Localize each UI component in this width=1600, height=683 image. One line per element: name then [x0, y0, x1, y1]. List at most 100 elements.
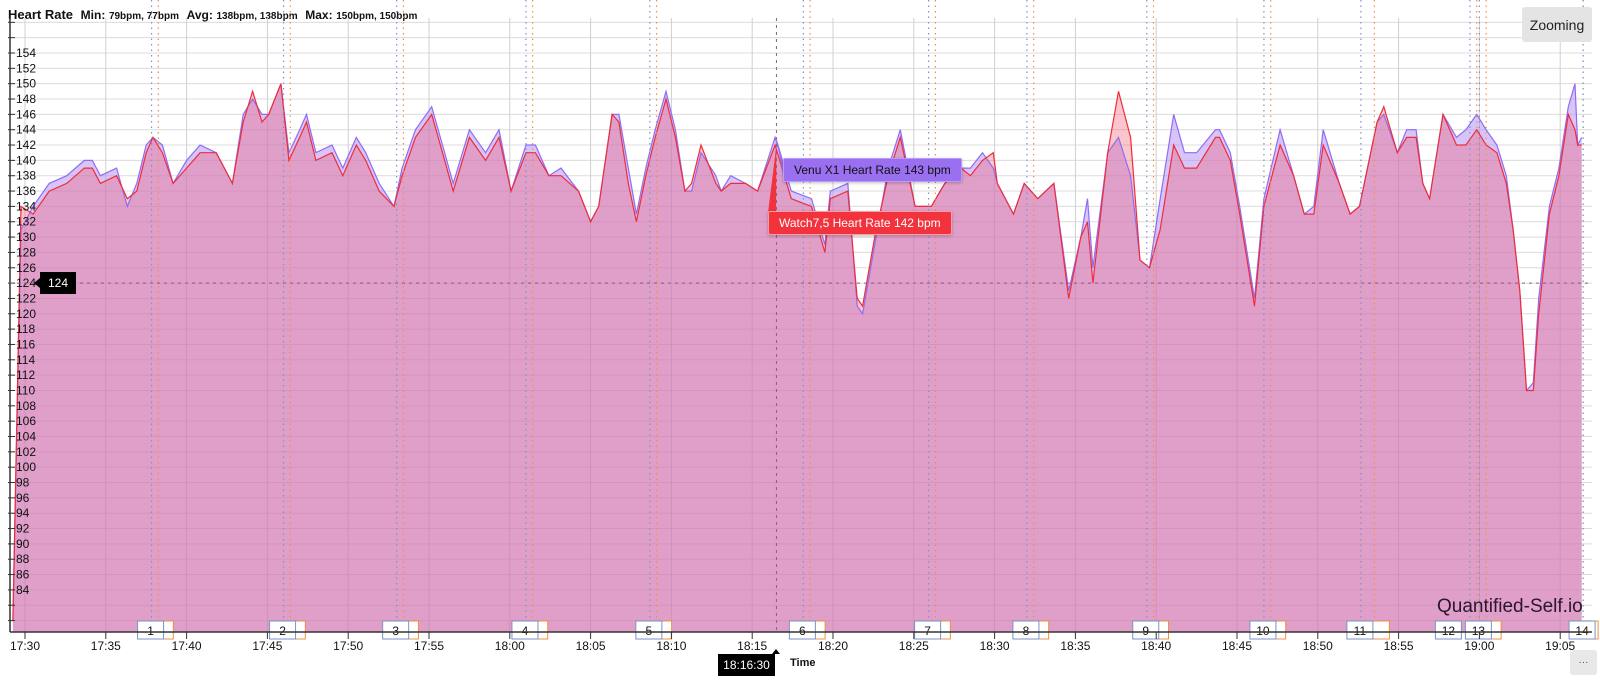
crosshair — [10, 18, 1592, 632]
lap-markers: 1 2 3 4 5 6 7 8 9 10 11 12 13 14 — [137, 0, 1599, 640]
x-tick-label: 18:15 — [737, 639, 767, 653]
tooltip-watch-pointer — [768, 145, 777, 213]
lap-label: 11 — [1354, 624, 1367, 638]
lap-box — [1464, 620, 1492, 640]
y-tick-label: 126 — [16, 261, 36, 275]
series-areas — [12, 83, 1583, 632]
more-options-button[interactable]: ··· — [1570, 650, 1597, 675]
max-label: Max: — [305, 8, 333, 22]
crosshair-x-label: 18:16:30 — [718, 649, 780, 676]
x-tick-label: 19:05 — [1545, 639, 1575, 653]
lap-label: 3 — [392, 624, 399, 638]
max-value: 150bpm, 150bpm — [336, 11, 418, 22]
y-tick-label: 138 — [16, 169, 36, 183]
y-tick-label: 148 — [16, 92, 36, 106]
x-tick-label: 17:30 — [10, 639, 40, 653]
lap-box — [1132, 620, 1160, 640]
y-tick-label: 108 — [16, 399, 36, 413]
tooltip-watch: Watch7,5 Heart Rate 142 bpm — [768, 211, 952, 235]
lap-label: 9 — [1142, 624, 1149, 638]
lap-box — [1012, 620, 1040, 640]
x-tick-label: 18:00 — [495, 639, 525, 653]
y-tick-label: 102 — [16, 445, 36, 459]
lap-box — [788, 620, 816, 640]
x-tick-label: 18:40 — [1141, 639, 1171, 653]
y-tick-label: 92 — [16, 522, 30, 536]
y-tick-label: 86 — [16, 568, 30, 582]
y-tick-label: 118 — [16, 322, 35, 336]
lap-box — [1249, 620, 1277, 640]
y-tick-label: 98 — [16, 476, 30, 490]
y-tick-label: 120 — [16, 307, 36, 321]
x-tick-label: 18:20 — [818, 639, 848, 653]
x-tick-label: 17:45 — [252, 639, 282, 653]
chart-header: Heart Rate Min: 79bpm, 77bpm Avg: 138bpm… — [8, 7, 417, 22]
y-tick-label: 104 — [16, 430, 36, 444]
y-tick-label: 132 — [16, 215, 36, 229]
lap-box — [1346, 620, 1374, 640]
series-line-watch — [12, 83, 1582, 621]
lap-label: 7 — [924, 624, 931, 638]
tooltip-venu-pointer — [776, 137, 783, 176]
y-tick-label: 136 — [16, 184, 36, 198]
lap-box — [635, 620, 663, 640]
y-tick-label: 128 — [16, 245, 36, 259]
y-tick-label: 90 — [16, 537, 30, 551]
lap-label: 2 — [279, 624, 286, 638]
watermark-logo: Quantified-Self.io — [1437, 596, 1583, 617]
y-tick-label: 140 — [16, 153, 36, 167]
x-tick-label: 18:55 — [1384, 639, 1414, 653]
x-tick-label: 17:40 — [172, 639, 202, 653]
x-tick-label: 18:50 — [1303, 639, 1333, 653]
lap-box — [269, 620, 297, 640]
x-tick-label: 17:55 — [414, 639, 444, 653]
y-tick-label: 116 — [16, 337, 35, 351]
x-tick-label: 18:05 — [576, 639, 606, 653]
y-tick-label: 112 — [16, 368, 35, 382]
x-tick-label: 18:25 — [899, 639, 929, 653]
lap-label: 10 — [1256, 624, 1270, 638]
y-tick-label: 100 — [16, 460, 36, 474]
y-tick-label: 96 — [16, 491, 30, 505]
lap-label: 8 — [1023, 624, 1030, 638]
series-area-venu — [12, 83, 1582, 632]
y-tick-label: 146 — [16, 107, 36, 121]
y-tick-label: 154 — [16, 46, 36, 60]
lap-box — [1434, 620, 1462, 640]
min-label: Min: — [80, 8, 106, 22]
lap-label: 13 — [1472, 624, 1486, 638]
series-area-watch — [12, 83, 1582, 632]
y-tick-label: 110 — [16, 383, 35, 397]
y-tick-label: 150 — [16, 77, 36, 91]
lap-label: 12 — [1442, 624, 1456, 638]
y-tick-label: 152 — [16, 61, 36, 75]
y-tick-label: 122 — [16, 291, 36, 305]
x-tick-label: 19:00 — [1464, 639, 1494, 653]
y-tick-label: 94 — [16, 506, 30, 520]
x-tick-label: 17:50 — [333, 639, 363, 653]
lap-label: 4 — [522, 624, 529, 638]
x-tick-label: 18:35 — [1060, 639, 1090, 653]
x-tick-label: 18:30 — [980, 639, 1010, 653]
lap-label: 14 — [1575, 624, 1589, 638]
chart-title: Heart Rate — [8, 7, 74, 22]
y-tick-label: 88 — [16, 552, 30, 566]
lap-box — [382, 620, 410, 640]
lap-box — [1568, 620, 1596, 640]
lap-box — [511, 620, 539, 640]
x-tick-label: 18:45 — [1222, 639, 1252, 653]
lap-label: 5 — [646, 624, 653, 638]
lap-box — [914, 620, 942, 640]
avg-label: Avg: — [186, 8, 213, 22]
y-tick-label: 142 — [16, 138, 36, 152]
y-tick-label: 114 — [16, 353, 35, 367]
crosshair-y-label: 124 — [34, 272, 76, 294]
x-tick-label: 18:10 — [656, 639, 686, 653]
tooltip-venu: Venu X1 Heart Rate 143 bpm — [783, 158, 962, 182]
y-tick-label: 134 — [16, 199, 36, 213]
y-tick-label: 84 — [16, 583, 30, 597]
y-tick-label: 130 — [16, 230, 36, 244]
zooming-button[interactable]: Zooming — [1522, 7, 1592, 42]
y-tick-label: 144 — [16, 123, 36, 137]
